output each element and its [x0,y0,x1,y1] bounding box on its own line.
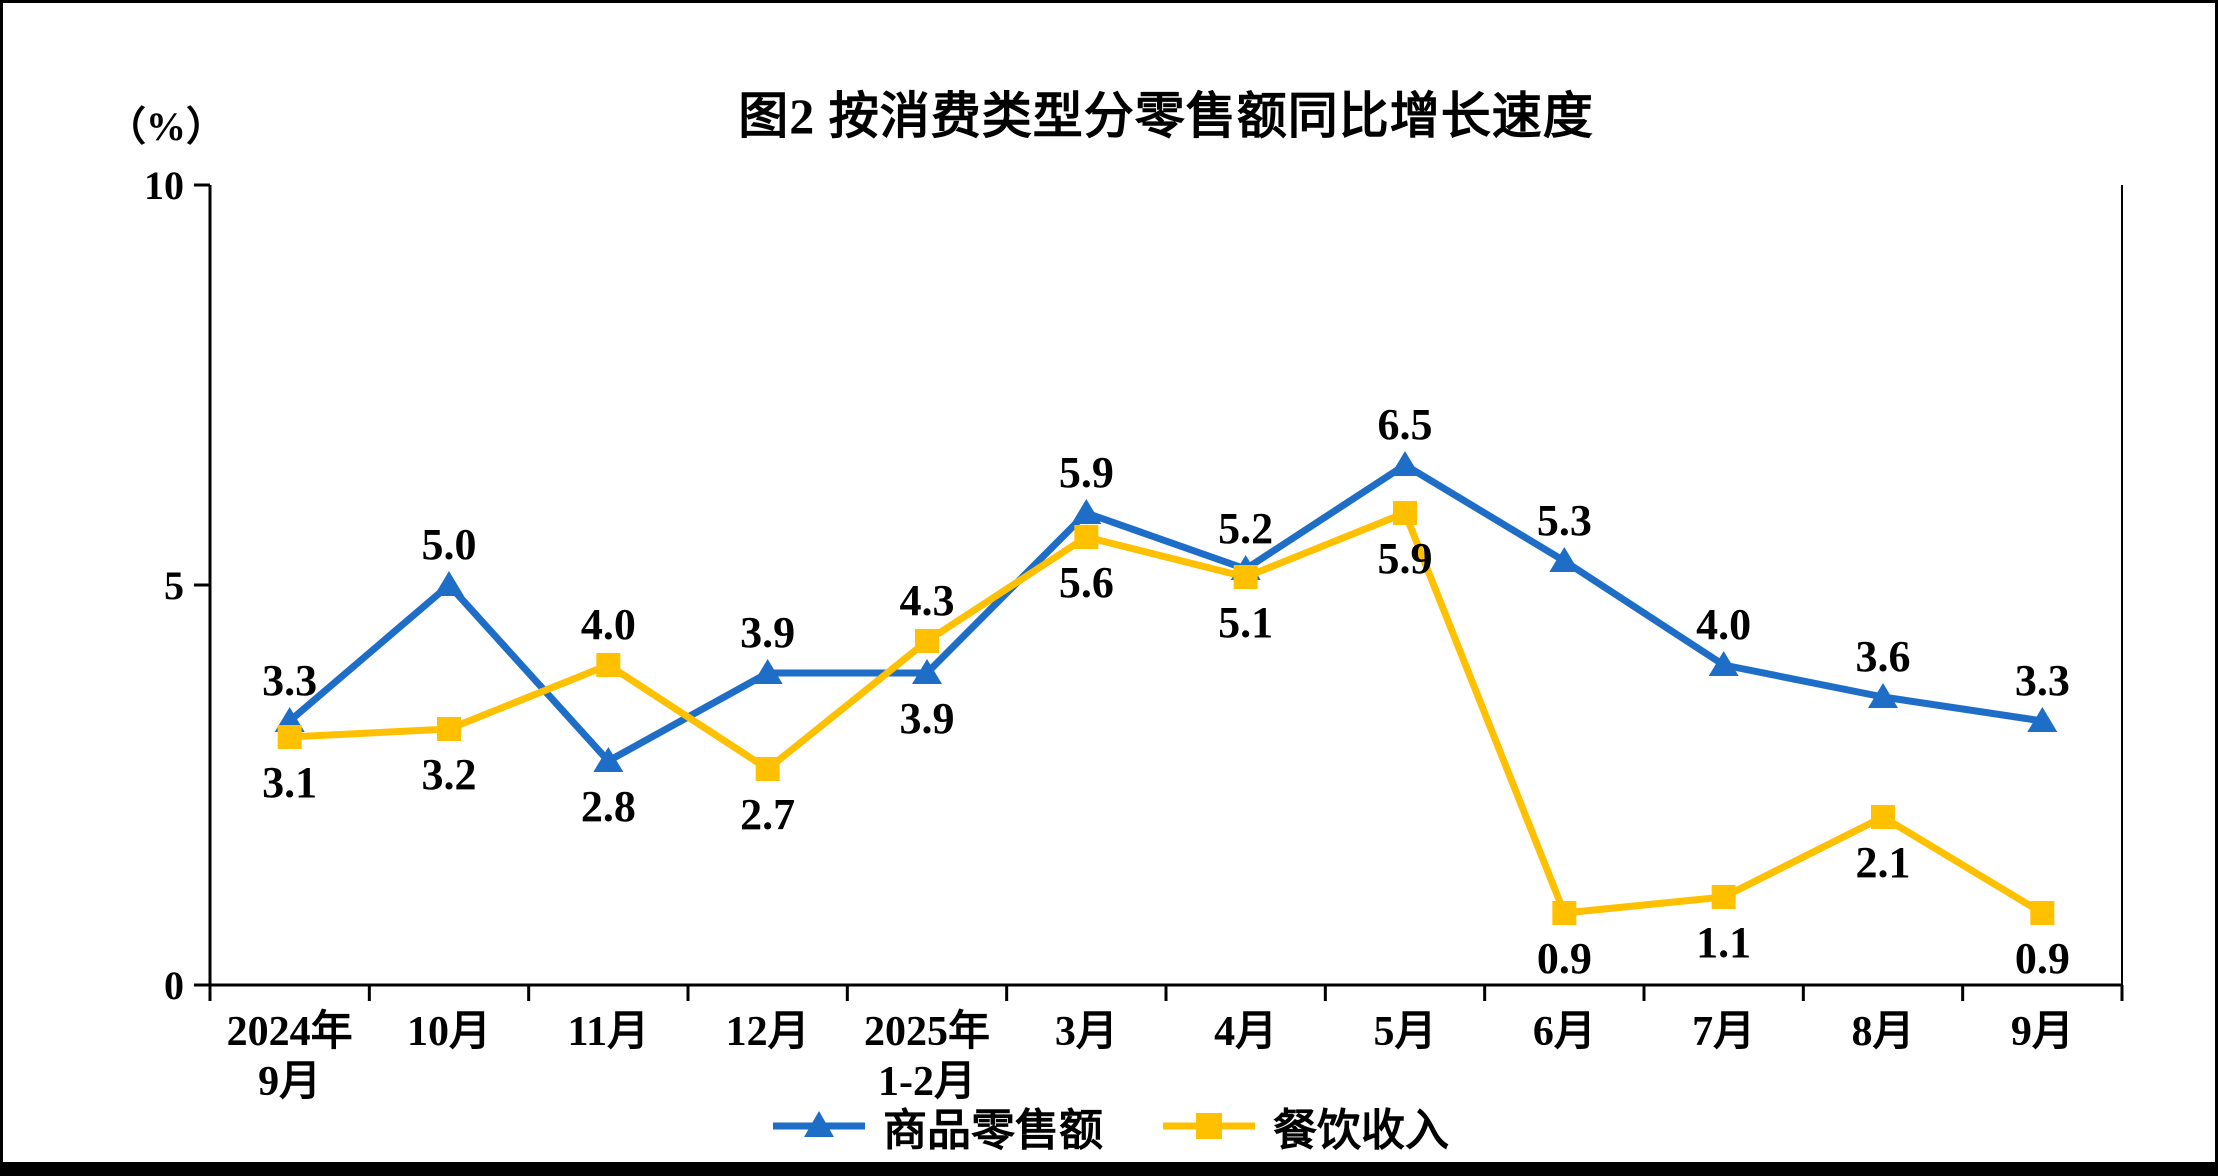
series-line-catering-income [286,509,2046,917]
data-point-label: 5.1 [1218,598,1273,647]
data-point-label: 1.1 [1696,918,1751,967]
data-point-marker-catering-income [755,757,780,781]
data-point-label: 4.0 [581,600,636,649]
x-axis-label: 11月 [567,1009,649,1055]
x-axis-label: 9月 [2011,1009,2074,1055]
data-point-marker-goods-retail [752,659,783,684]
data-point-label: 5.6 [1059,558,1114,607]
x-axis-label: 2024年 9月 [227,1008,353,1105]
data-point-marker-catering-income [1393,501,1417,525]
data-point-marker-catering-income [437,717,461,741]
data-point-label: 0.9 [1537,934,1592,983]
y-axis-tick-label: 10 [144,163,184,208]
x-axis-label: 6月 [1533,1009,1596,1055]
legend-item-goods-retail: 商品零售额 [769,1094,1103,1158]
data-point-label: 4.0 [1696,600,1751,649]
series-line-goods-retail [286,461,2046,765]
x-axis-label: 12月 [726,1009,810,1055]
triangle-marker-icon [804,1111,834,1137]
x-axis-label: 10月 [407,1009,491,1055]
x-axis-label: 7月 [1692,1009,1755,1055]
goods-retail-series-marker-icon [773,1111,865,1137]
data-point-marker-goods-retail [1071,499,1102,524]
data-point-label: 5.3 [1537,496,1592,545]
data-point-label: 5.9 [1059,448,1114,497]
data-point-marker-catering-income [1552,901,1577,925]
data-point-label: 5.9 [1378,534,1433,583]
data-point-label: 2.1 [1856,838,1911,887]
x-axis-label: 4月 [1214,1009,1277,1055]
data-point-label: 3.6 [1856,632,1911,681]
legend-label-catering-income: 餐饮收入 [1273,1106,1449,1155]
data-point-label: 3.1 [262,758,317,807]
data-point-label: 3.2 [422,750,477,799]
x-axis-label: 3月 [1055,1009,1118,1055]
data-point-label: 5.2 [1218,504,1273,553]
window-bottom-edge [0,1162,2218,1176]
x-axis-label: 5月 [1373,1009,1436,1055]
data-point-label: 3.9 [740,608,795,657]
data-point-marker-goods-retail [1868,683,1898,708]
y-axis-unit-label: （%） [106,104,226,149]
data-point-marker-catering-income [915,629,939,653]
data-point-marker-goods-retail [1390,451,1420,476]
data-point-label: 3.3 [262,656,317,705]
data-point-marker-catering-income [1233,565,1258,589]
data-point-label: 3.9 [900,694,955,743]
catering-income-series-marker-icon [1163,1113,1255,1139]
y-axis-tick-label: 5 [164,563,184,608]
x-axis-label: 8月 [1851,1009,1914,1055]
data-point-marker-goods-retail [1549,547,1580,572]
data-point-label: 6.5 [1378,400,1433,449]
data-point-marker-goods-retail [593,747,624,772]
chart-title: 图2 按消费类型分零售额同比增长速度 [738,88,1594,144]
data-point-label: 0.9 [2015,934,2070,983]
data-point-label: 4.3 [900,576,955,625]
data-point-label: 2.7 [740,790,795,839]
data-point-marker-goods-retail [434,571,464,596]
data-point-label: 5.0 [422,520,477,569]
x-axis-label: 2025年 1-2月 [864,1008,990,1105]
data-point-marker-catering-income [277,725,302,749]
legend: 商品零售额 餐饮收入 [0,1094,2218,1158]
legend-item-catering-income: 餐饮收入 [1159,1094,1449,1158]
data-point-marker-catering-income [1711,885,1736,909]
data-point-label: 2.8 [581,782,636,831]
data-point-marker-catering-income [2030,901,2055,925]
data-point-marker-catering-income [596,653,621,677]
data-point-marker-goods-retail [2027,707,2058,732]
data-point-marker-goods-retail [912,659,942,684]
data-point-label: 3.3 [2015,656,2070,705]
legend-label-goods-retail: 商品零售额 [883,1106,1103,1155]
data-point-marker-catering-income [1871,805,1895,829]
square-marker-icon [1196,1113,1222,1139]
data-point-marker-goods-retail [1708,651,1739,676]
y-axis-tick-label: 0 [164,963,184,1008]
data-point-marker-catering-income [1074,525,1099,549]
